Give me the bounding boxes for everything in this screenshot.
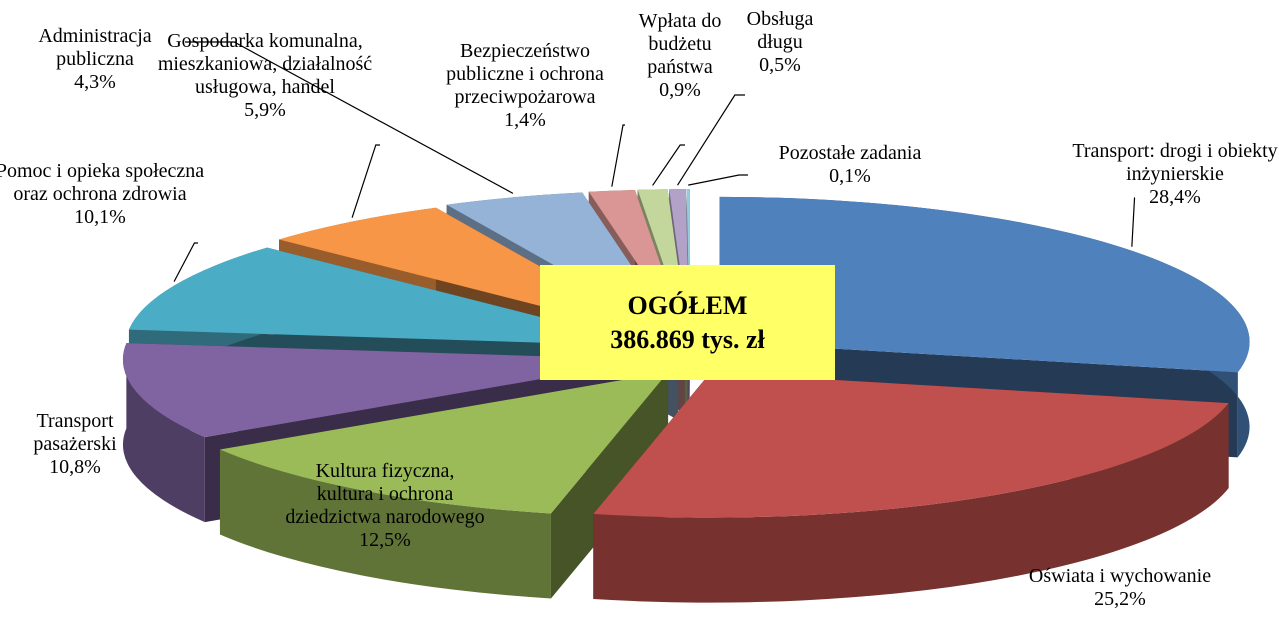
- category-label: Pozostałe zadania: [778, 142, 922, 164]
- value-label: 0,1%: [829, 165, 871, 187]
- value-label: 5,9%: [244, 99, 286, 121]
- slice-wall: [593, 403, 1229, 603]
- category-label: Bezpieczeństwo publiczne i ochrona przec…: [446, 40, 604, 108]
- slice: [219, 372, 669, 514]
- category-label: Gospodarka komunalna, mieszkaniowa, dzia…: [157, 30, 373, 98]
- slice-label: Bezpieczeństwo publiczne i ochrona przec…: [420, 40, 630, 132]
- slice-label: Administracja publiczna 4,3%: [5, 25, 185, 94]
- leader-line: [173, 242, 198, 282]
- leader-line: [652, 144, 685, 186]
- category-label: Pomoc i opieka społeczna oraz ochrona zd…: [0, 160, 205, 205]
- leader-line: [688, 174, 748, 186]
- slice: [719, 196, 1250, 373]
- leader-line: [677, 94, 745, 186]
- slice-wall: [219, 449, 551, 599]
- value-label: 0,5%: [759, 54, 801, 76]
- slice-label: Transport: drogi i obiekty inżynierskie 2…: [1065, 140, 1279, 209]
- slice-label: Obsługa długu 0,5%: [735, 8, 825, 77]
- category-label: Transport pasażerski: [33, 410, 117, 455]
- slice: [122, 343, 653, 438]
- slice: [128, 247, 656, 347]
- leader-line: [1131, 197, 1136, 247]
- center-title: OGÓŁEM: [627, 290, 748, 320]
- slice-label: Pozostałe zadania 0,1%: [750, 142, 950, 188]
- slice-label: Pomoc i opieka społeczna oraz ochrona zd…: [0, 160, 205, 229]
- category-label: Kultura fizyczna, kultura i ochrona dzie…: [285, 460, 485, 528]
- slice-label: Transport pasażerski 10,8%: [0, 410, 155, 479]
- value-label: 4,3%: [74, 71, 116, 93]
- slice-label: Oświata i wychowanie 25,2%: [970, 565, 1270, 611]
- value-label: 25,2%: [1094, 588, 1146, 610]
- leader-line: [185, 41, 514, 194]
- center-box: OGÓŁEM 386.869 tys. zł: [540, 265, 835, 380]
- category-label: Administracja publiczna: [38, 25, 152, 70]
- category-label: Oświata i wychowanie: [1028, 565, 1212, 587]
- slice-wall: [122, 343, 205, 523]
- category-label: Wpłata do budżetu państwa: [638, 10, 722, 78]
- value-label: 28,4%: [1149, 186, 1201, 208]
- category-label: Transport: drogi i obiekty inżynierskie: [1072, 140, 1278, 185]
- slice-label: Wpłata do budżetu państwa 0,9%: [620, 10, 740, 102]
- slice-label: Kultura fizyczna, kultura i ochrona dzie…: [285, 460, 485, 552]
- category-label: Obsługa długu: [746, 8, 814, 53]
- value-label: 10,1%: [74, 206, 126, 228]
- leader-line: [611, 124, 625, 187]
- value-label: 10,8%: [49, 456, 101, 478]
- leader-line: [351, 144, 380, 218]
- value-label: 1,4%: [504, 109, 546, 131]
- slice-label: Gospodarka komunalna, mieszkaniowa, dzia…: [140, 30, 390, 122]
- center-total: 386.869 tys. zł: [610, 324, 765, 354]
- slice: [593, 372, 1229, 518]
- value-label: 12,5%: [359, 529, 411, 551]
- value-label: 0,9%: [659, 79, 701, 101]
